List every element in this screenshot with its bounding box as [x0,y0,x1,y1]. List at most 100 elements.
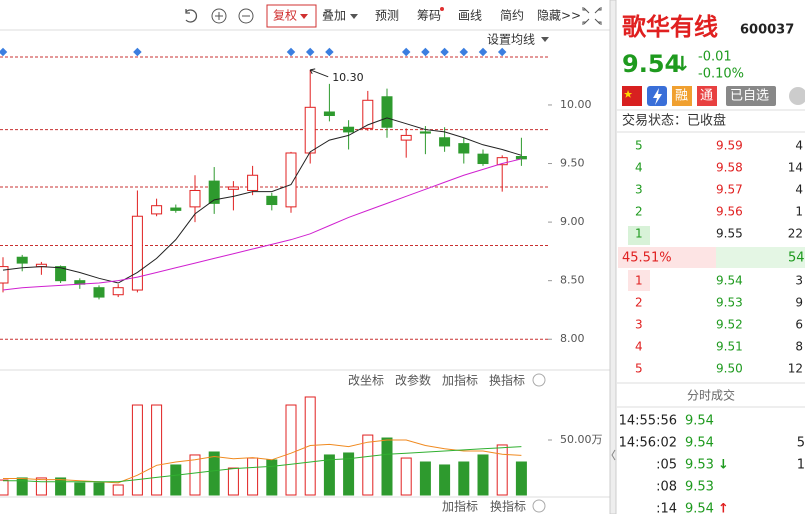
trade-price: 9.53 [685,480,714,495]
splitter[interactable] [609,0,617,514]
volume-bar [247,457,259,496]
bid-volume: 3 [795,274,803,288]
ask-price: 9.56 [716,205,743,219]
indicator-button[interactable]: 加指标 [442,499,478,514]
ask-level: 2 [635,205,643,219]
close-icon[interactable] [532,499,546,513]
volume-bar [0,479,9,496]
ask-volume: 4 [795,183,803,197]
ask-volume: 22 [788,227,803,241]
bid-volume: 12 [788,362,803,376]
toolbar-button[interactable]: 画线 [458,9,482,23]
volume-bar [266,459,278,496]
stock-code: 600037 [740,23,794,38]
zoom-out-icon[interactable] [238,8,254,24]
marker-diamond [286,47,296,57]
indicator-button[interactable]: 改坐标 [348,374,384,388]
stock-name: 歌华有线 [622,13,718,41]
volume-bar [112,484,124,496]
y-tick-label: 50.00万 [560,433,603,446]
ask-price: 9.55 [716,227,743,241]
active-button-box[interactable] [266,4,317,28]
volume-bar [381,437,393,496]
ask-level: 3 [635,183,643,197]
marker-diamond [325,47,334,57]
bid-volume: 9 [795,296,803,310]
lightning [653,88,662,105]
candle-body [515,156,527,160]
marker-diamond [421,47,430,57]
zoom-in-icon[interactable] [211,8,227,24]
candle-body [285,152,297,208]
toolbar-button[interactable]: 筹码 [417,9,441,23]
toolbar-button[interactable]: 简约 [500,8,524,23]
ask-price: 9.58 [716,161,743,175]
volume-bar [16,477,28,496]
fullscreen-icon[interactable] [582,7,602,25]
ratio-sell-bg [716,247,805,268]
bid-level: 1 [635,274,643,288]
candle-body [208,180,220,204]
volume-bar [400,457,412,496]
indicator-button[interactable]: 换指标 [490,499,526,514]
marker-diamond [440,47,449,57]
volume-bar [35,477,47,496]
trades-title: 分时成交 [687,388,735,403]
ratio-buy-bg [618,247,716,268]
volume-bar [285,404,297,496]
trade-arrow: ↓ [718,458,729,473]
candle-body [323,111,335,117]
marker-diamond [401,47,411,57]
candle-body [112,287,124,296]
candle-body [419,131,431,134]
trade-volume: 1 [797,458,805,473]
ask-level: 5 [635,139,643,153]
ratio-sell: 54. [788,251,805,266]
volume-bar [208,451,220,496]
splitter-handle[interactable] [611,449,616,461]
bid-price: 9.50 [716,362,743,376]
level-highlight [628,226,650,245]
undo-icon[interactable] [185,9,198,23]
volume-bar [189,454,201,496]
indicator-button[interactable]: 换指标 [489,373,525,388]
volume-bar [515,461,527,496]
marker-diamond [497,47,507,57]
marker-diamond [133,47,142,57]
bid-volume: 6 [795,318,803,332]
candle-body [131,215,143,291]
ma-setting[interactable]: 设置均线 [487,33,535,47]
moving-average [2,158,522,291]
watchlist-label[interactable]: 已自选 [730,89,769,104]
ask-volume: 4 [795,139,803,153]
volume-bar [55,477,67,496]
trade-time: 14:55:56 [619,414,677,429]
candle-body [266,195,278,206]
bid-price: 9.52 [716,318,743,332]
candle-body [477,153,489,165]
watchlist-button[interactable] [726,86,776,106]
trade-time: 14:56:02 [619,436,677,451]
flag-star [624,90,633,98]
indicator-button[interactable]: 改参数 [395,373,431,388]
markers [0,47,507,57]
flag-icon [622,86,642,106]
close-icon[interactable] [532,373,546,387]
indicator-button[interactable]: 加指标 [442,373,478,388]
more-icon[interactable] [789,87,805,105]
volume-bar [74,482,86,496]
y-tick-label: 8.00 [560,332,585,345]
trade-status: 交易状态：已收盘 [622,113,726,129]
toolbar-button[interactable]: 叠加 [322,9,346,23]
candle-body [189,189,201,208]
bid-price: 9.51 [716,340,743,354]
ratio-buy: 45.51% [622,251,672,266]
y-tick-label: 10.00 [560,98,592,111]
candle-body [16,256,28,264]
trade-price: 9.54 [685,502,714,514]
toolbar-button[interactable]: 预测 [375,9,399,23]
toolbar-icons[interactable] [185,4,602,28]
toolbar-button[interactable]: 隐藏>> [537,9,581,23]
toolbar-button[interactable]: 复权 [273,9,297,23]
